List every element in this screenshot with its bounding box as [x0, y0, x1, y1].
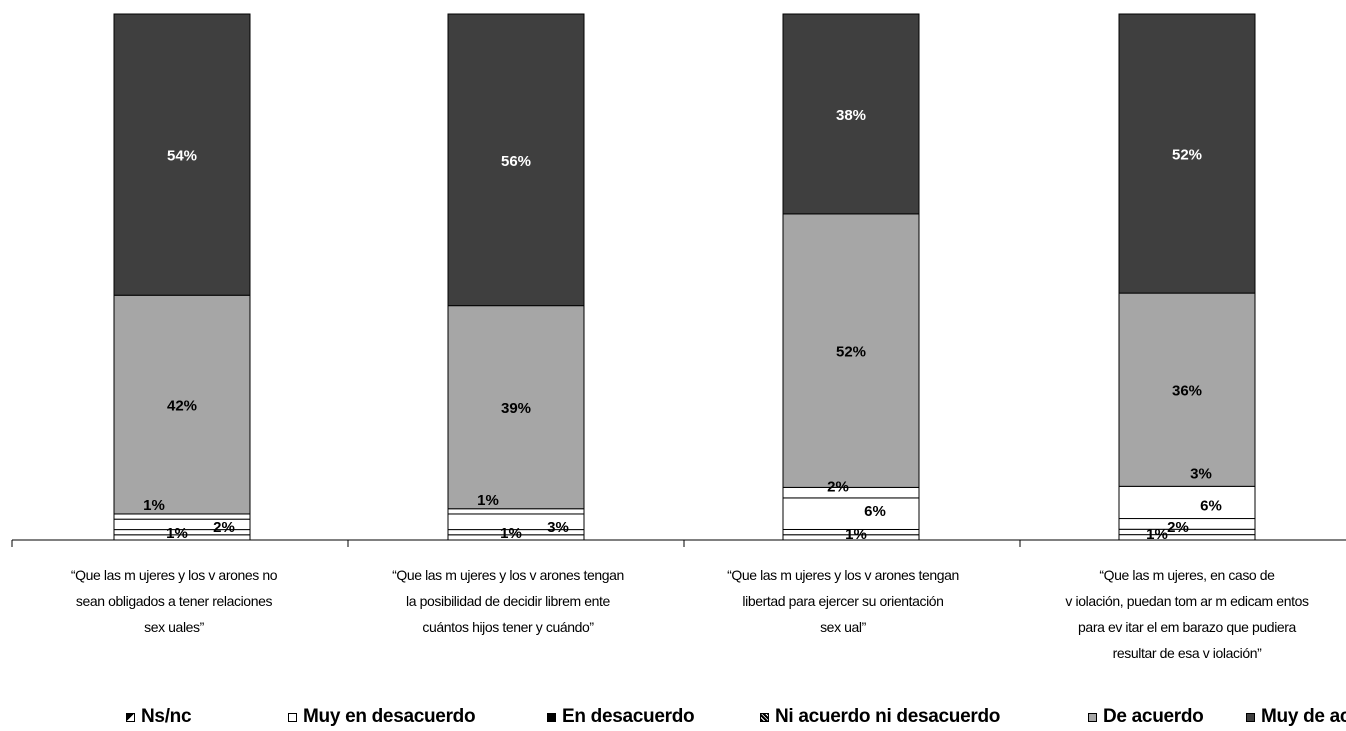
bar-segment — [113, 13, 251, 296]
filled-square-icon — [547, 712, 556, 722]
bar-segment — [782, 497, 920, 530]
legend: Ns/nc Muy en desacuerdo En desacuerdo Ni… — [0, 706, 1346, 730]
category-label-line: “Que las m ujeres y los v arones no — [70, 567, 278, 583]
legend-label: De acuerdo — [1103, 706, 1204, 727]
legend-item-ni-acuerdo: Ni acuerdo ni desacuerdo — [760, 706, 1000, 728]
legend-label: Muy en desacuerdo — [303, 706, 476, 727]
data-label: 1% — [166, 525, 188, 542]
data-label: 6% — [864, 503, 886, 520]
legend-label: Ni acuerdo ni desacuerdo — [775, 706, 1001, 727]
category-label-line: libertad para ejercer su orientación — [742, 593, 944, 609]
data-label: 52% — [1172, 147, 1202, 164]
category-label-line: “Que las m ujeres y los v arones tengan — [727, 567, 959, 583]
data-label: 38% — [836, 107, 866, 124]
data-label: 39% — [501, 400, 531, 417]
category-label-line: resultar de esa v iolación” — [1112, 645, 1262, 661]
bar-segment — [1118, 292, 1256, 487]
bar-segment — [113, 294, 251, 515]
data-label: 2% — [213, 519, 235, 536]
bar-segment — [447, 13, 585, 307]
legend-label: Ns/nc — [141, 706, 192, 727]
bar-segment — [782, 213, 920, 488]
data-label: 1% — [477, 492, 499, 509]
data-label: 1% — [143, 497, 165, 514]
stacked-bar-chart: 42%54%1%1% 2%39%56%1%1% 3%52%38%2%6%1%36%5… — [11, 13, 1346, 547]
category-label-line: “Que las m ujeres y los v arones tengan — [392, 567, 624, 583]
category-label-line: sex ual” — [820, 619, 866, 635]
category-label-line: sean obligados a tener relaciones — [75, 593, 273, 609]
data-label: 2% — [827, 478, 849, 495]
data-label: 54% — [167, 148, 197, 165]
legend-item-nsnc: Ns/nc — [126, 706, 192, 728]
hatched-square-icon — [760, 712, 769, 722]
data-label: 6% — [1200, 497, 1222, 514]
bar-segment — [782, 13, 920, 215]
category-label-line: sex uales” — [144, 619, 204, 635]
data-label: 1% — [845, 526, 867, 543]
legend-item-de-acuerdo: De acuerdo — [1088, 706, 1204, 728]
data-label: 3% — [1190, 465, 1212, 482]
category-label-line: “Que las m ujeres, en caso de — [1099, 567, 1275, 583]
data-label: 1% — [500, 525, 522, 542]
data-label: 1% — [1146, 526, 1168, 543]
data-label: 3% — [547, 519, 569, 536]
bar-segment — [447, 305, 585, 510]
bar-segment — [782, 486, 920, 499]
half-filled-square-icon — [126, 712, 135, 722]
data-label: 52% — [836, 344, 866, 361]
category-label-line: para ev itar el em barazo que pudiera — [1078, 619, 1296, 635]
data-label: 56% — [501, 153, 531, 170]
category-label-line: cuántos hijos tener y cuándo” — [422, 619, 594, 635]
legend-label: Muy de acuerdo — [1261, 706, 1346, 727]
category-label-line: la posibilidad de decidir librem ente — [406, 593, 610, 609]
category-label-line: v iolación, puedan tom ar m edicam entos — [1065, 593, 1309, 609]
legend-item-muy-en-desacuerdo: Muy en desacuerdo — [288, 706, 476, 728]
empty-square-icon — [288, 712, 297, 722]
data-label: 42% — [167, 398, 197, 415]
legend-item-muy-de-acuerdo: Muy de acuerdo — [1246, 706, 1346, 728]
category-label: “Que las m ujeres y los v arones tengan l… — [358, 562, 658, 640]
category-label: “Que las m ujeres y los v arones tengan l… — [693, 562, 993, 640]
bar-segment — [1118, 485, 1256, 520]
category-label: “Que las m ujeres, en caso de v iolación,… — [1037, 562, 1337, 666]
bar-segment — [1118, 13, 1256, 294]
category-label: “Que las m ujeres y los v arones no sean … — [24, 562, 324, 640]
bar-segment — [447, 508, 585, 515]
gray-square-icon — [1088, 712, 1097, 722]
dark-square-icon — [1246, 712, 1255, 722]
data-label: 2% — [1167, 519, 1189, 536]
legend-item-en-desacuerdo: En desacuerdo — [547, 706, 695, 728]
data-label: 36% — [1172, 383, 1202, 400]
legend-label: En desacuerdo — [562, 706, 695, 727]
